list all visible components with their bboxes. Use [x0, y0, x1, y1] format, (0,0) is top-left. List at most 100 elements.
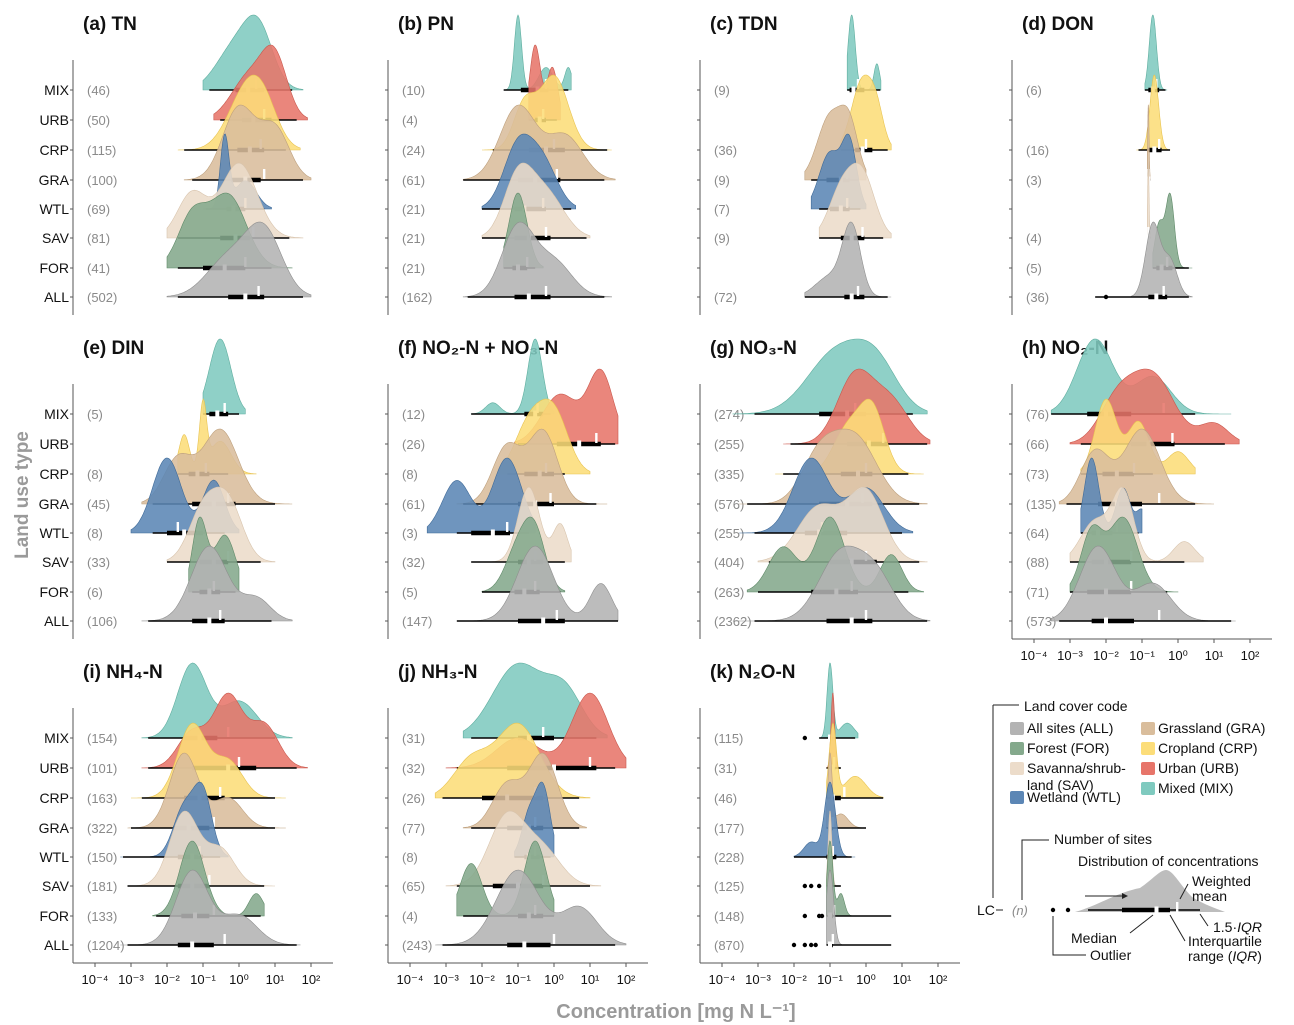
density-sav	[127, 810, 275, 887]
weighted-mean-gra	[212, 817, 216, 827]
category-label: CRP	[39, 466, 69, 482]
legend-label-gra: Grassland (GRA)	[1158, 720, 1265, 736]
median-wtl	[490, 529, 495, 537]
density-crp	[1136, 74, 1171, 151]
density-all	[166, 221, 312, 298]
site-count: (255)	[714, 526, 744, 541]
x-tick-label: 10²	[1241, 648, 1260, 663]
site-count: (101)	[87, 761, 117, 776]
x-tick-label: 10⁻²	[154, 972, 180, 987]
category-label: SAV	[42, 230, 70, 246]
site-count: (8)	[87, 467, 103, 482]
site-count: (69)	[87, 202, 110, 217]
outlier-point	[808, 942, 814, 948]
site-count: (26)	[402, 791, 425, 806]
weighted-mean-all	[223, 934, 226, 944]
site-count: (5)	[1026, 261, 1042, 276]
weighted-mean-all	[218, 610, 222, 620]
x-tick-label: 10¹	[1205, 648, 1224, 663]
density-urb	[783, 368, 931, 445]
site-count: (24)	[402, 143, 425, 158]
x-tick-label: 10⁰	[544, 972, 564, 987]
density-mix	[818, 662, 859, 739]
site-count: (177)	[714, 821, 744, 836]
median-urb	[552, 764, 556, 772]
site-count: (4)	[1026, 231, 1042, 246]
panel-title: (a) TN	[83, 14, 137, 35]
site-count: (147)	[402, 614, 432, 629]
density-all	[456, 545, 619, 622]
site-count: (88)	[1026, 555, 1049, 570]
weighted-mean-mix	[541, 727, 545, 737]
density-gra	[183, 104, 312, 181]
outlier-point	[1103, 294, 1109, 300]
weighted-mean-crp	[864, 139, 868, 149]
legend-label-sav: Savanna/shrub-	[1027, 760, 1126, 776]
median-all	[526, 293, 531, 301]
x-tick-label: 10⁰	[229, 972, 249, 987]
weighted-mean-sav	[208, 875, 211, 885]
x-tick-label: 10⁻¹	[1129, 648, 1155, 663]
site-count: (81)	[87, 231, 110, 246]
x-tick-label: 10²	[302, 972, 321, 987]
site-count: (573)	[1026, 614, 1056, 629]
site-count: (5)	[402, 585, 418, 600]
median-all	[1104, 617, 1108, 625]
density-all	[120, 869, 301, 946]
panel-b: (b) PN (10) (4) (24) (61) (21) (21) (21) (162)	[385, 14, 616, 315]
x-tick-label: 10⁻³	[433, 972, 459, 987]
site-count: (46)	[87, 83, 110, 98]
density-gra	[462, 104, 616, 181]
site-count: (9)	[714, 173, 730, 188]
weighted-mean-all	[257, 286, 260, 296]
category-label: FOR	[39, 908, 69, 924]
median-crp	[860, 146, 865, 154]
guide-number-of-sites: Number of sites	[1054, 831, 1152, 847]
weighted-mean-urb	[595, 433, 598, 443]
site-count: (100)	[87, 173, 117, 188]
legend-title: Land cover code	[1024, 698, 1128, 714]
x-tick-label: 10⁻³	[118, 972, 144, 987]
density-mix	[202, 338, 246, 415]
legend-swatch-wtl	[1010, 791, 1024, 804]
category-label: URB	[39, 436, 69, 452]
legend-swatch-gra	[1141, 722, 1155, 735]
site-count: (33)	[87, 555, 110, 570]
site-count: (61)	[402, 173, 425, 188]
site-count: (16)	[1026, 143, 1049, 158]
guide-weighted-mean-line2: mean	[1192, 888, 1227, 904]
legend-label-sav: land (SAV)	[1027, 777, 1094, 793]
site-count: (870)	[714, 938, 744, 953]
median-all	[190, 941, 195, 949]
guide-lc: LC	[977, 902, 995, 918]
weighted-mean-sav	[861, 227, 864, 237]
outlier-point	[808, 883, 814, 889]
guide-weighted-mean-line1: Weighted	[1192, 873, 1251, 889]
guide-median	[1154, 906, 1159, 914]
weighted-mean-gra	[1157, 493, 1161, 503]
site-count: (3)	[1026, 173, 1042, 188]
site-count: (228)	[714, 850, 744, 865]
outlier-point	[813, 942, 818, 948]
median-wtl	[182, 529, 187, 537]
weighted-mean-all	[552, 934, 556, 944]
panel-e: (e) DIN MIX (5) URB CRP (8) GRA (45) WTL (8) SAV (3…	[39, 338, 293, 639]
median-crp	[1152, 146, 1157, 154]
legend-items: All sites (ALL) Forest (FOR) Savanna/shrub…	[1010, 720, 1265, 805]
category-label: MIX	[44, 730, 70, 746]
site-count: (9)	[714, 231, 730, 246]
legend-swatch-for	[1010, 742, 1024, 755]
x-tick-label: 10¹	[581, 972, 600, 987]
median-all	[541, 617, 546, 625]
x-tick-label: 10⁰	[1168, 648, 1188, 663]
site-count: (21)	[402, 261, 425, 276]
legend-swatch-crp	[1141, 742, 1155, 755]
guide-iqr15-arrow	[1199, 913, 1209, 927]
x-tick-label: 10⁻¹	[190, 972, 216, 987]
x-tick-label: 10⁻²	[1093, 648, 1119, 663]
site-count: (274)	[714, 407, 744, 422]
site-count: (125)	[714, 879, 744, 894]
category-label: WTL	[39, 849, 69, 865]
median-urb	[577, 440, 582, 448]
site-count: (263)	[714, 585, 744, 600]
